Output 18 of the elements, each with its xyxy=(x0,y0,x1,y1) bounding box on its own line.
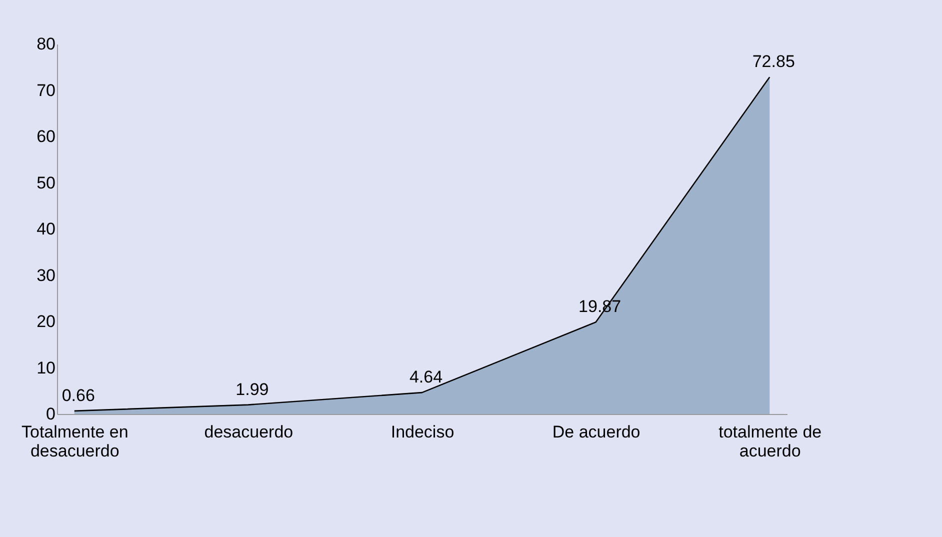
y-tick-label: 0 xyxy=(46,404,56,424)
y-tick-label: 20 xyxy=(36,312,56,331)
y-tick-label: 60 xyxy=(36,127,56,146)
data-label: 1.99 xyxy=(236,380,269,399)
y-tick-label: 50 xyxy=(36,173,56,192)
y-tick-label: 10 xyxy=(36,358,56,378)
x-tick-label: desacuerdo xyxy=(204,422,294,442)
y-tick-label: 40 xyxy=(36,220,56,238)
y-tick-label: 80 xyxy=(36,34,56,54)
x-tick-label: Indeciso xyxy=(390,422,454,442)
data-label: 4.64 xyxy=(409,368,443,387)
x-tick-label: Totalmente en desacuerdo xyxy=(21,422,128,460)
x-tick-label: totalmente de acuerdo xyxy=(718,422,822,460)
data-label: 0.66 xyxy=(62,386,95,405)
x-tick-label: De acuerdo xyxy=(552,422,640,442)
y-tick-label: 70 xyxy=(36,80,56,100)
y-tick-label: 30 xyxy=(36,266,56,285)
data-label: 72.85 xyxy=(752,52,795,72)
